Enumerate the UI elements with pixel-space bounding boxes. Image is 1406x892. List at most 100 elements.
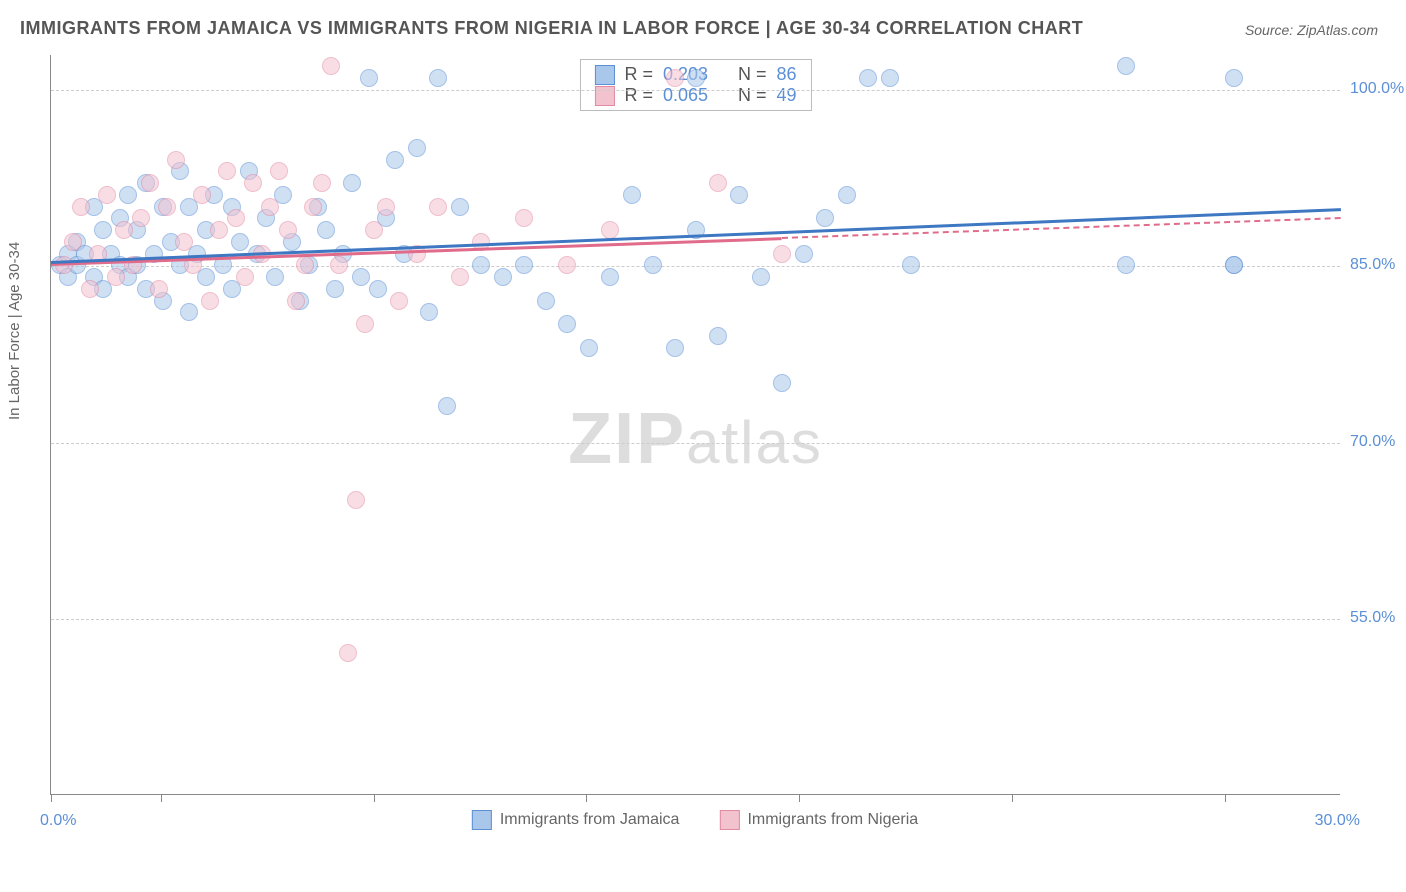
nigeria-point [558, 256, 576, 274]
n-label: N = [738, 64, 767, 85]
jamaica-point [752, 268, 770, 286]
nigeria-point [356, 315, 374, 333]
jamaica-point [816, 209, 834, 227]
jamaica-point [472, 256, 490, 274]
legend-swatch [719, 810, 739, 830]
jamaica-point [773, 374, 791, 392]
nigeria-point [175, 233, 193, 251]
r-label: R = [624, 85, 653, 106]
jamaica-point [386, 151, 404, 169]
jamaica-point [438, 397, 456, 415]
y-tick-label: 70.0% [1350, 433, 1406, 451]
nigeria-point [81, 280, 99, 298]
jamaica-point [730, 186, 748, 204]
jamaica-point [317, 221, 335, 239]
jamaica-point [352, 268, 370, 286]
r-label: R = [624, 64, 653, 85]
nigeria-point [201, 292, 219, 310]
x-max-label: 30.0% [1315, 812, 1360, 830]
nigeria-point [601, 221, 619, 239]
x-tick [1012, 794, 1013, 802]
nigeria-point [244, 174, 262, 192]
jamaica-point [558, 315, 576, 333]
gridline [51, 90, 1340, 91]
correlation-legend-row: R = 0.065 N = 49 [594, 85, 796, 106]
y-tick-label: 55.0% [1350, 609, 1406, 627]
watermark-zip: ZIP [568, 399, 686, 479]
plot-area: ZIPatlas R =0.203N =86R =0.065N =49 100.… [50, 55, 1340, 795]
jamaica-point [795, 245, 813, 263]
nigeria-point [193, 186, 211, 204]
jamaica-point [709, 327, 727, 345]
n-label: N = [738, 85, 767, 106]
jamaica-point [180, 303, 198, 321]
jamaica-point [360, 69, 378, 87]
r-value: 0.065 [663, 85, 708, 106]
nigeria-point [210, 221, 228, 239]
jamaica-point [687, 69, 705, 87]
x-tick [161, 794, 162, 802]
legend-label: Immigrants from Nigeria [747, 811, 918, 829]
jamaica-point [838, 186, 856, 204]
nigeria-point [270, 162, 288, 180]
nigeria-point [666, 69, 684, 87]
legend-label: Immigrants from Jamaica [500, 811, 680, 829]
jamaica-point [429, 69, 447, 87]
nigeria-point [322, 57, 340, 75]
series-legend: Immigrants from Jamaica Immigrants from N… [472, 810, 918, 830]
jamaica-point [451, 198, 469, 216]
jamaica-point [343, 174, 361, 192]
x-tick [51, 794, 52, 802]
x-tick [374, 794, 375, 802]
nigeria-point [365, 221, 383, 239]
jamaica-point [420, 303, 438, 321]
nigeria-point [313, 174, 331, 192]
legend-swatch [594, 65, 614, 85]
source-label: Source: ZipAtlas.com [1245, 22, 1378, 38]
nigeria-point [236, 268, 254, 286]
nigeria-point [227, 209, 245, 227]
y-tick-label: 85.0% [1350, 256, 1406, 274]
nigeria-point [141, 174, 159, 192]
jamaica-point [1225, 256, 1243, 274]
legend-swatch [594, 86, 614, 106]
jamaica-point [1117, 57, 1135, 75]
y-tick-label: 100.0% [1350, 80, 1406, 98]
nigeria-point [339, 644, 357, 662]
nigeria-point [296, 256, 314, 274]
nigeria-point [304, 198, 322, 216]
jamaica-point [94, 221, 112, 239]
jamaica-point [1225, 69, 1243, 87]
y-axis-label: In Labor Force | Age 30-34 [6, 242, 23, 420]
chart-title: IMMIGRANTS FROM JAMAICA VS IMMIGRANTS FR… [20, 18, 1083, 39]
x-tick [586, 794, 587, 802]
x-axis-row: 0.0% Immigrants from JamaicaImmigrants f… [50, 810, 1340, 840]
legend-item: Immigrants from Jamaica [472, 810, 680, 830]
legend-item: Immigrants from Nigeria [719, 810, 918, 830]
nigeria-point [132, 209, 150, 227]
x-tick [1225, 794, 1226, 802]
gridline [51, 619, 1340, 620]
jamaica-point [537, 292, 555, 310]
nigeria-point [377, 198, 395, 216]
nigeria-point [330, 256, 348, 274]
jamaica-point [580, 339, 598, 357]
x-tick [799, 794, 800, 802]
nigeria-point [107, 268, 125, 286]
n-value: 49 [777, 85, 797, 106]
nigeria-point [279, 221, 297, 239]
jamaica-point [119, 186, 137, 204]
nigeria-point [515, 209, 533, 227]
nigeria-point [64, 233, 82, 251]
jamaica-point [881, 69, 899, 87]
jamaica-point [859, 69, 877, 87]
jamaica-point [494, 268, 512, 286]
nigeria-point [150, 280, 168, 298]
nigeria-point [347, 491, 365, 509]
legend-swatch [472, 810, 492, 830]
jamaica-point [623, 186, 641, 204]
jamaica-point [408, 139, 426, 157]
x-min-label: 0.0% [40, 812, 76, 830]
nigeria-point [451, 268, 469, 286]
jamaica-point [266, 268, 284, 286]
